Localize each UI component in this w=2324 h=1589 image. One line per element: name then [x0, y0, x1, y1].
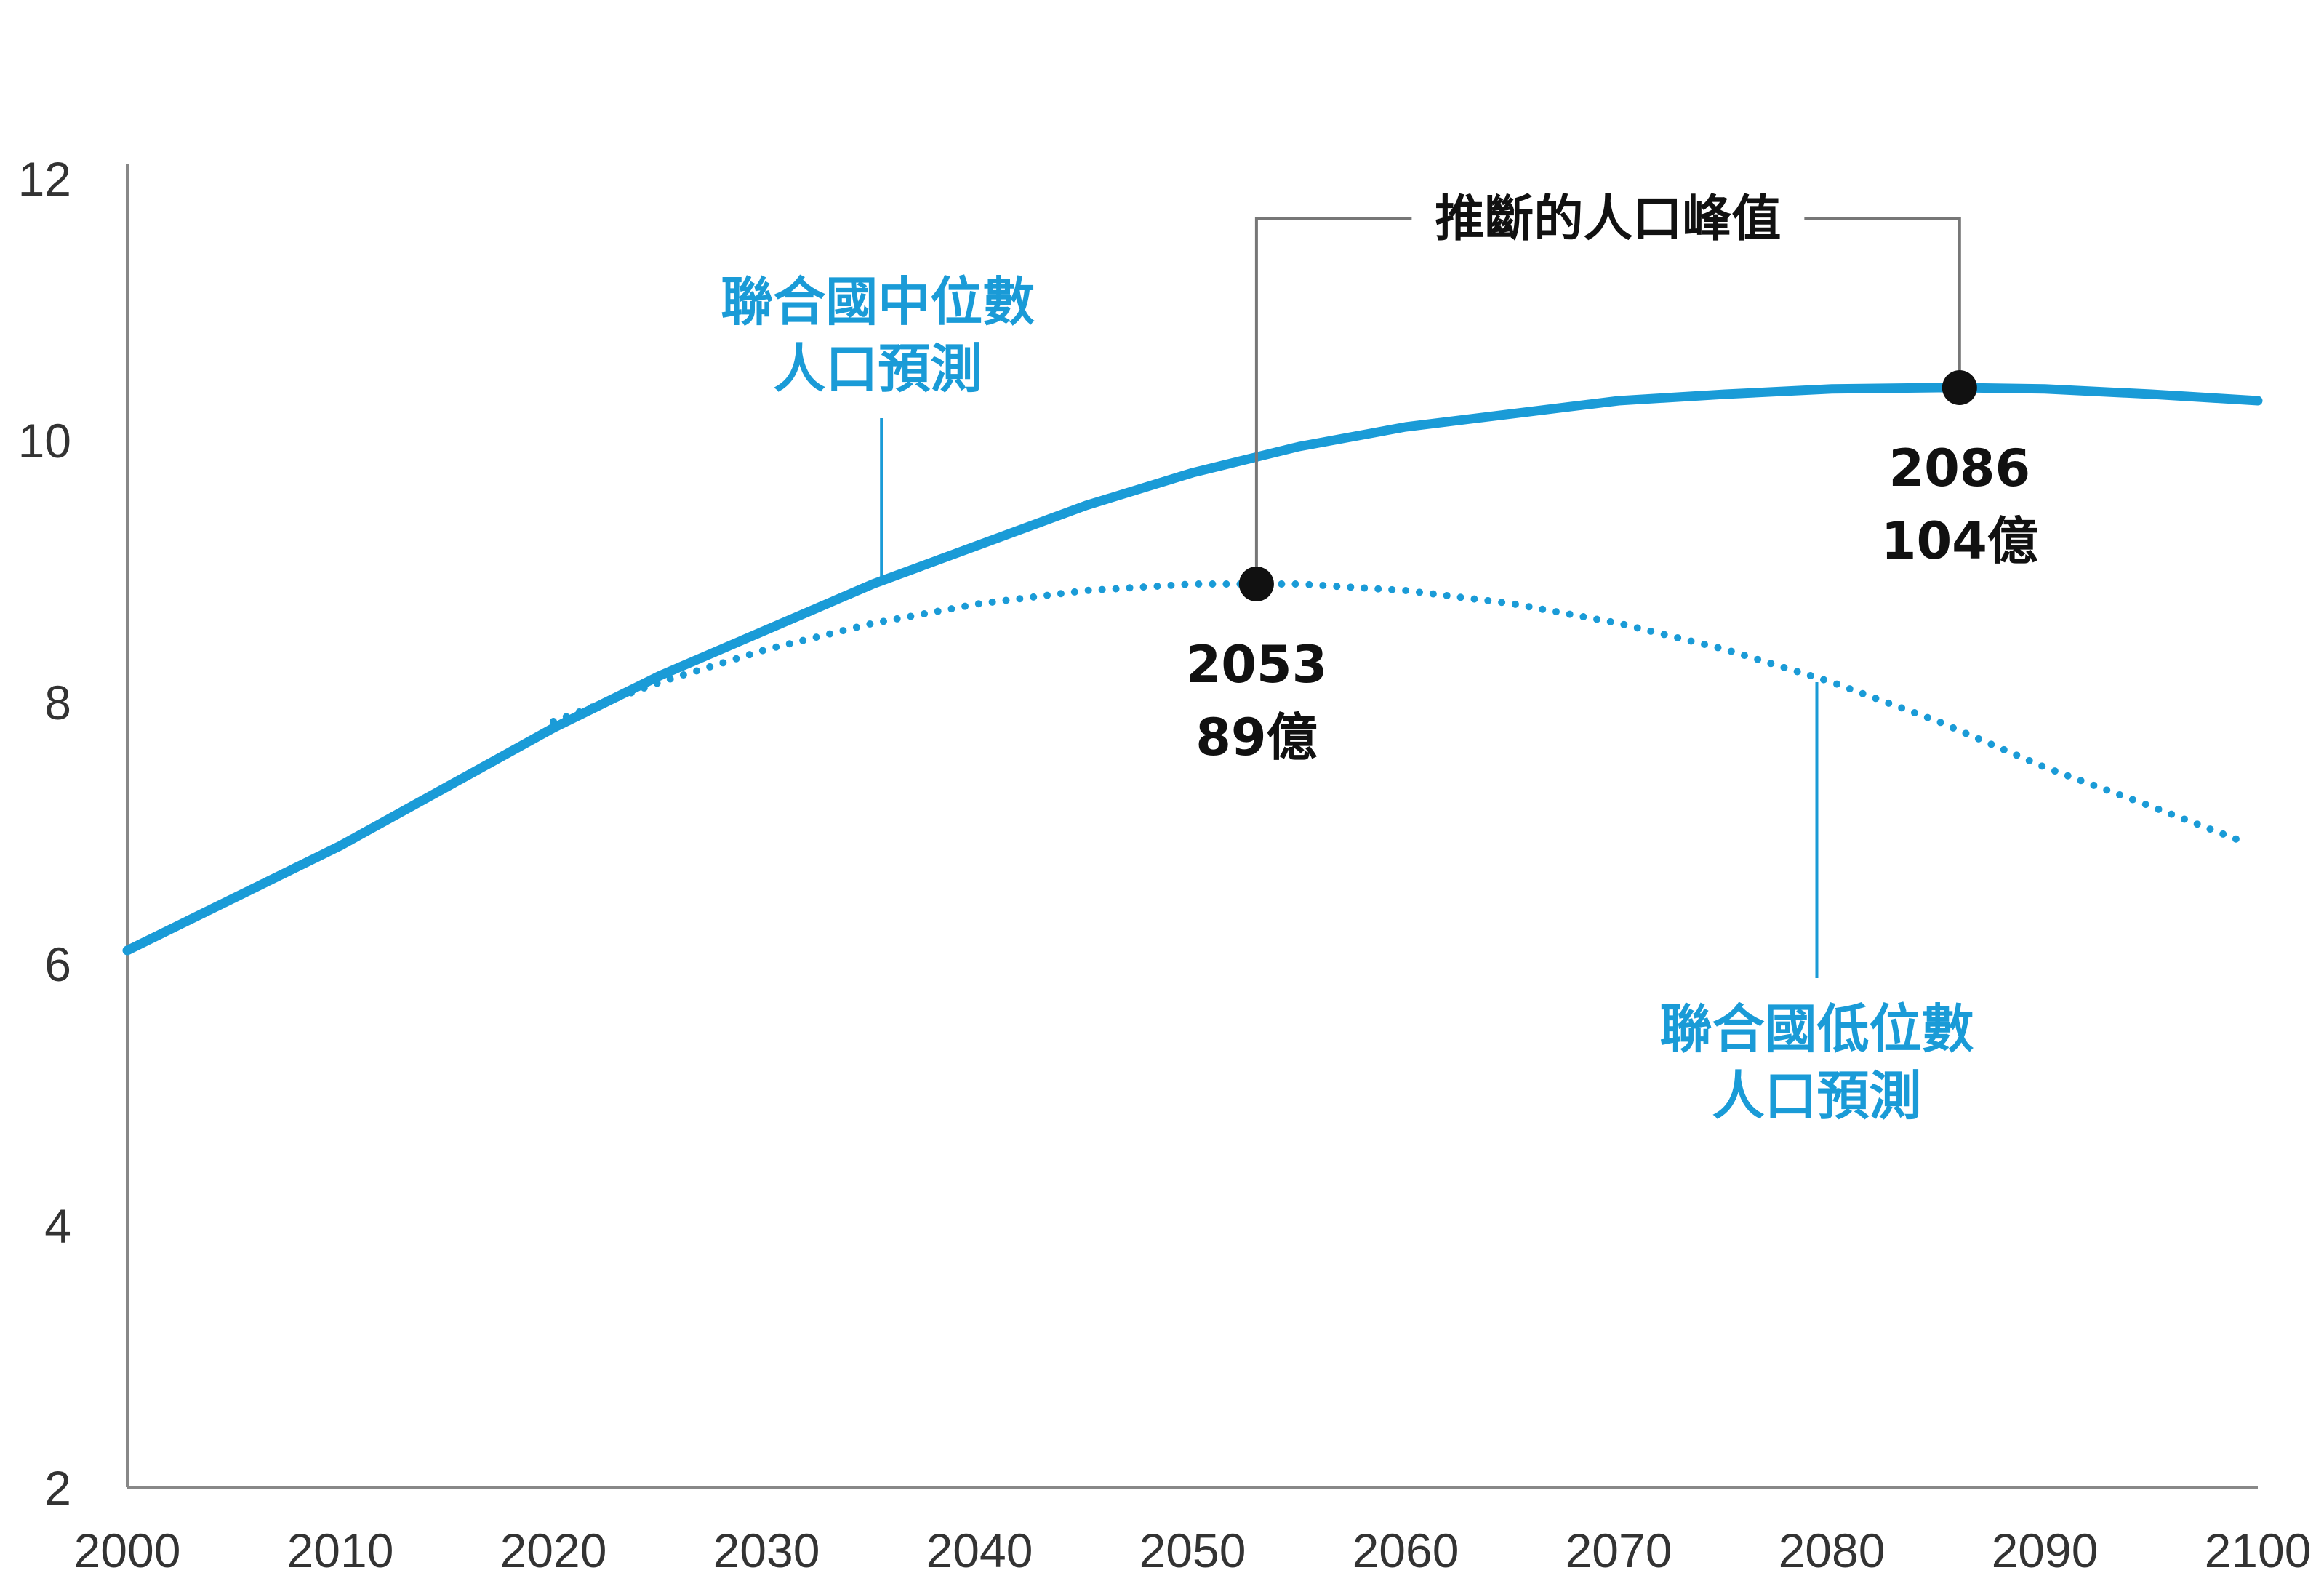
x-tick-label: 2000	[74, 1524, 181, 1577]
x-tick-label: 2080	[1779, 1524, 1886, 1577]
peak-annotation-title: 推斷的人口峰值	[1435, 191, 1781, 248]
low-projection-label-line1: 聯合國低位數	[1659, 998, 1974, 1060]
y-tick-labels: 2 4 6 8 10 12	[18, 152, 71, 1515]
peak-bracket	[1254, 217, 1961, 567]
x-tick-label: 2010	[287, 1524, 394, 1577]
peak-marker-2053	[1238, 567, 1274, 601]
y-tick-label: 6	[44, 937, 71, 991]
x-tick-label: 2030	[713, 1524, 820, 1577]
peak-year-label: 2086	[1888, 439, 2030, 498]
x-tick-label: 2050	[1139, 1524, 1246, 1577]
y-tick-label: 4	[44, 1199, 71, 1253]
median-projection-label-line2: 人口預測	[773, 338, 982, 399]
x-tick-label: 2060	[1353, 1524, 1459, 1577]
x-tick-label: 2070	[1566, 1524, 1672, 1577]
y-tick-label: 12	[18, 152, 71, 206]
y-tick-label: 8	[44, 676, 71, 729]
peak-value-label: 89億	[1195, 708, 1317, 767]
x-tick-labels: 2000 2010 2020 2030 2040 2050 2060 2070 2080 2090…	[74, 1524, 2312, 1577]
y-tick-label: 10	[18, 414, 71, 468]
x-tick-label: 2040	[926, 1524, 1033, 1577]
x-tick-label: 2090	[1992, 1524, 2099, 1577]
low-projection-line	[550, 580, 2240, 843]
median-projection-label-line1: 聯合國中位數	[721, 271, 1035, 332]
peak-value-label: 104億	[1881, 511, 2038, 571]
y-tick-label: 2	[44, 1461, 71, 1515]
x-tick-label: 2020	[500, 1524, 607, 1577]
peak-marker-2086	[1942, 370, 1977, 405]
peak-year-label: 2053	[1185, 635, 1327, 695]
axes	[126, 164, 2258, 1489]
low-projection-label-line2: 人口預測	[1712, 1065, 1921, 1126]
x-tick-label: 2100	[2205, 1524, 2312, 1577]
